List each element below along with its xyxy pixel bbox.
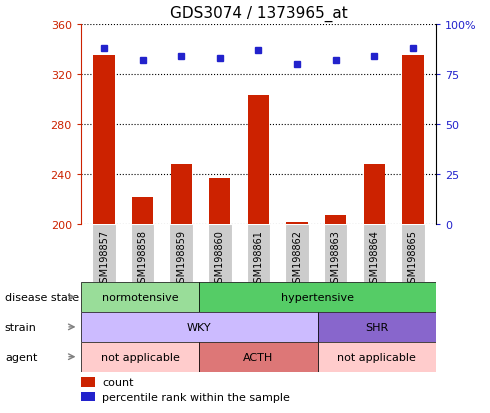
Text: SHR: SHR	[365, 322, 389, 332]
Bar	[325, 216, 346, 225]
Bar	[171, 165, 192, 225]
Bar	[199, 342, 318, 372]
Text: GSM198860: GSM198860	[215, 229, 225, 288]
Text: GSM198863: GSM198863	[331, 229, 341, 288]
Bar	[318, 312, 436, 342]
Text: percentile rank within the sample: percentile rank within the sample	[102, 392, 290, 402]
Title: GDS3074 / 1373965_at: GDS3074 / 1373965_at	[170, 6, 347, 22]
Bar	[363, 225, 386, 282]
Bar	[81, 392, 95, 401]
Bar	[81, 377, 95, 387]
Text: GSM198859: GSM198859	[176, 229, 186, 288]
Bar	[401, 225, 425, 282]
Text: not applicable: not applicable	[100, 352, 179, 362]
Text: GSM198861: GSM198861	[253, 229, 264, 288]
Bar	[170, 225, 193, 282]
Text: GSM198857: GSM198857	[99, 229, 109, 288]
Bar	[131, 225, 154, 282]
Bar	[81, 312, 318, 342]
Text: GSM198858: GSM198858	[138, 229, 147, 288]
Bar	[199, 282, 436, 312]
Text: GSM198865: GSM198865	[408, 229, 418, 288]
Bar	[92, 225, 116, 282]
Text: normotensive: normotensive	[102, 292, 178, 302]
Text: ACTH: ACTH	[244, 352, 273, 362]
Bar	[324, 225, 347, 282]
Bar	[248, 96, 269, 225]
Bar	[94, 56, 115, 225]
Text: not applicable: not applicable	[338, 352, 416, 362]
Bar	[285, 225, 309, 282]
Bar	[81, 342, 199, 372]
Bar	[402, 56, 423, 225]
Bar	[318, 342, 436, 372]
Bar	[209, 178, 230, 225]
Text: GSM198864: GSM198864	[369, 229, 379, 288]
Bar	[246, 225, 270, 282]
Text: disease state: disease state	[5, 292, 79, 302]
Text: WKY: WKY	[187, 322, 212, 332]
Text: agent: agent	[5, 352, 37, 362]
Text: strain: strain	[5, 322, 37, 332]
Bar	[132, 197, 153, 225]
Text: hypertensive: hypertensive	[281, 292, 354, 302]
Bar	[287, 222, 308, 225]
Text: GSM198862: GSM198862	[292, 229, 302, 288]
Bar	[81, 282, 199, 312]
Text: count: count	[102, 377, 134, 387]
Bar	[364, 165, 385, 225]
Bar	[208, 225, 232, 282]
